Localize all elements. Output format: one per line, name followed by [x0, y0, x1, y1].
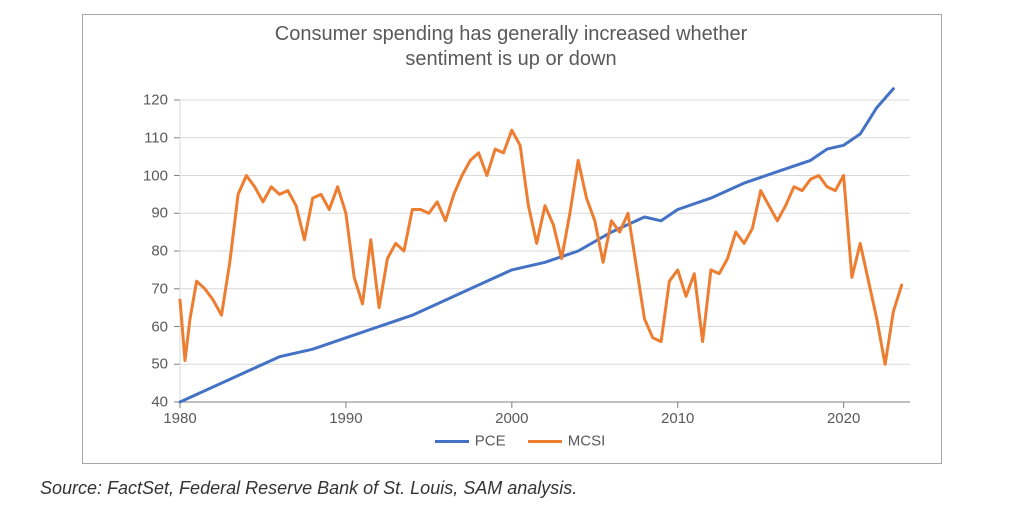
legend-label-pce: PCE [475, 433, 506, 450]
legend: PCE MCSI [82, 432, 940, 450]
legend-swatch-pce [435, 440, 469, 443]
title-line-2: sentiment is up or down [405, 48, 616, 70]
legend-label-mcsi: MCSI [568, 433, 606, 450]
chart-title: Consumer spending has generally increase… [82, 22, 940, 72]
legend-swatch-mcsi [528, 440, 562, 443]
source-text: Source: FactSet, Federal Reserve Bank of… [40, 478, 577, 499]
plot-area [180, 100, 910, 402]
title-line-1: Consumer spending has generally increase… [275, 23, 748, 45]
chart-figure: Consumer spending has generally increase… [0, 0, 1024, 526]
lines-svg [180, 100, 910, 402]
